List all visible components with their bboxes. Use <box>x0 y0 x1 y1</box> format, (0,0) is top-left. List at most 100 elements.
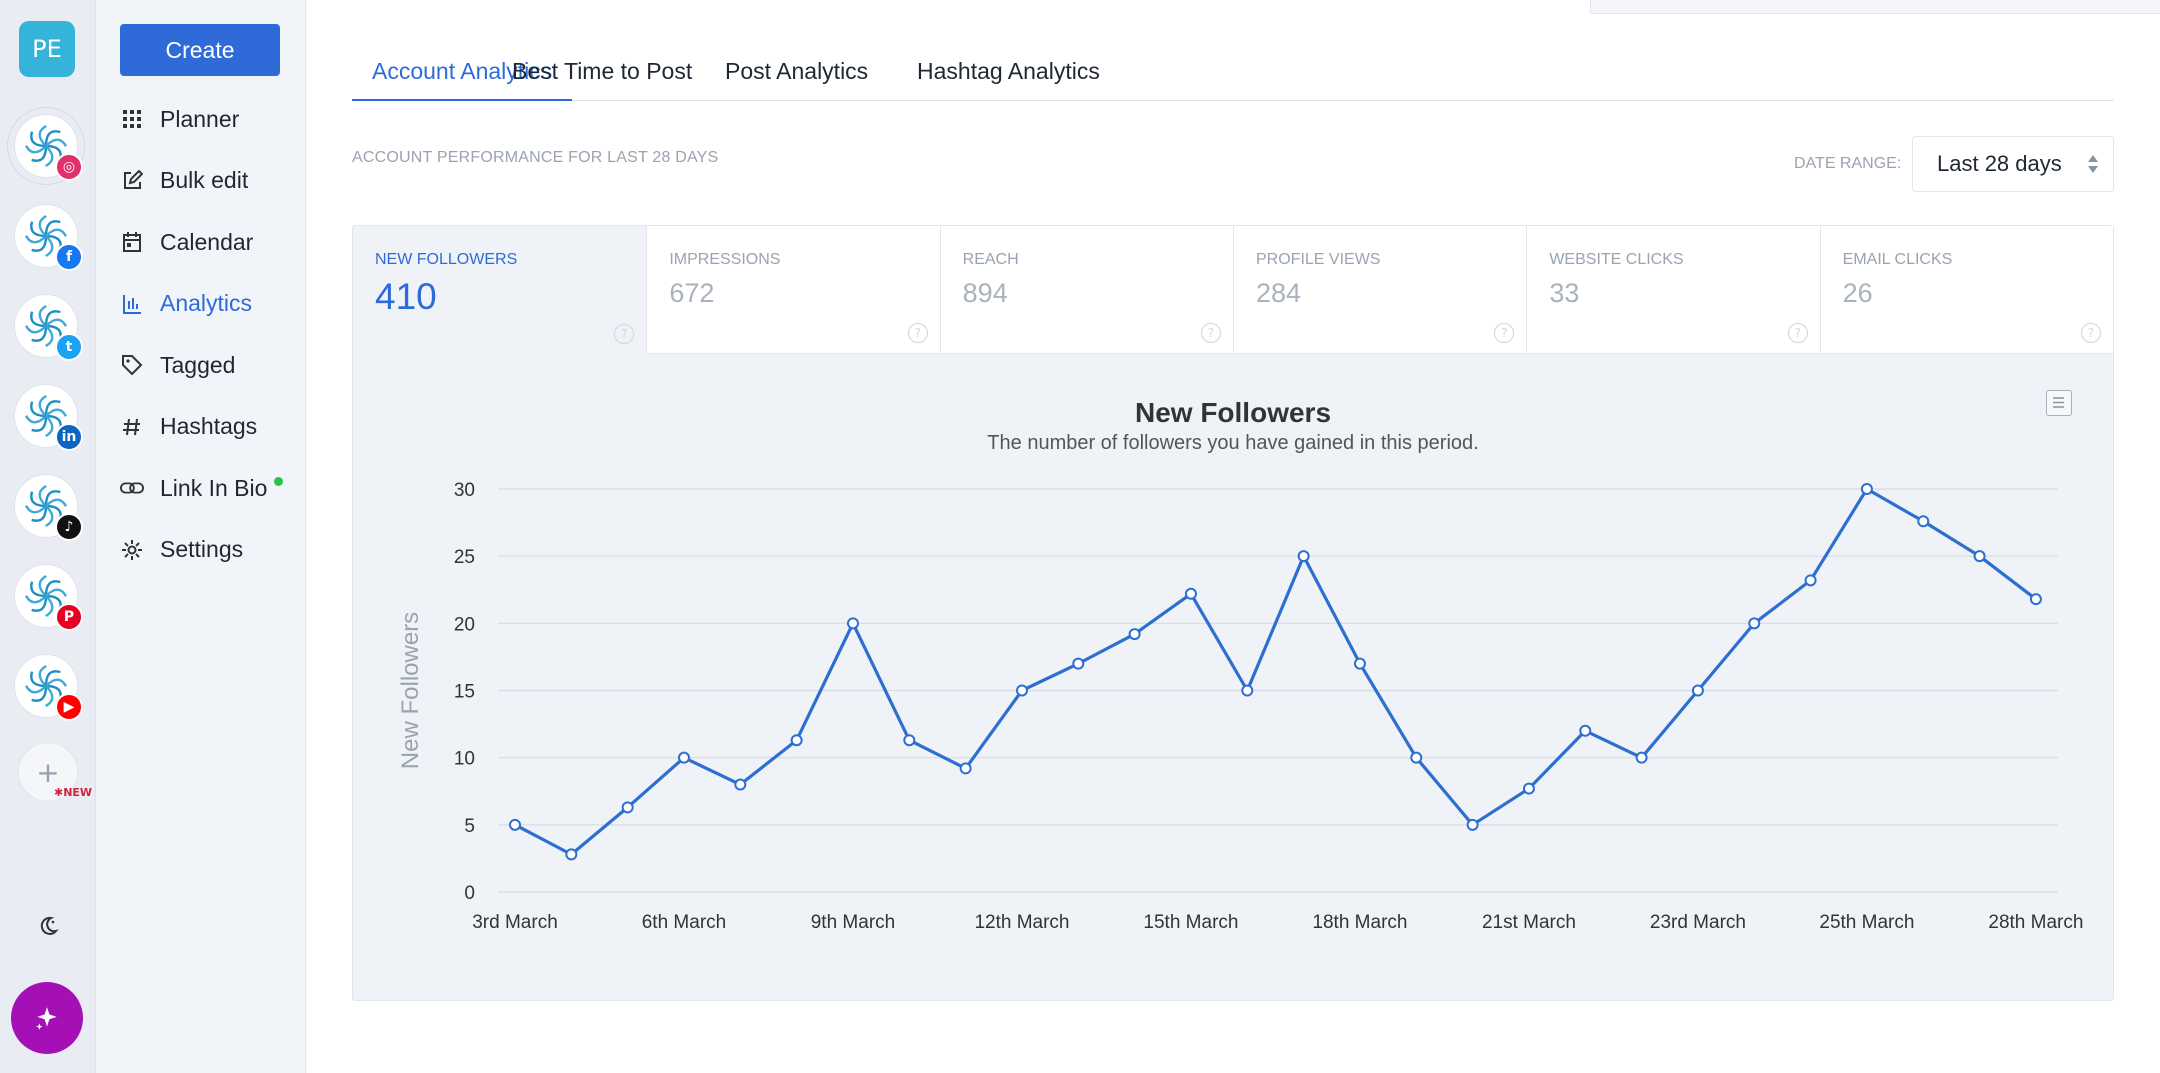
nav-item-settings[interactable]: Settings <box>120 530 243 570</box>
analytics-icon <box>120 292 144 316</box>
help-icon[interactable]: ? <box>1494 323 1515 343</box>
theme-toggle-icon[interactable] <box>34 912 62 940</box>
data-point <box>1241 684 1254 697</box>
tiktok-icon: ♪ <box>55 513 83 541</box>
metric-label: EMAIL CLICKS <box>1842 251 1953 268</box>
hashtag-icon <box>120 415 144 439</box>
account-facebook[interactable]: f <box>14 204 83 271</box>
tab-account-analytics[interactable]: Account Analytics <box>352 52 573 101</box>
data-point <box>1466 818 1479 831</box>
data-point <box>734 778 747 791</box>
y-tick-label: 25 <box>454 547 475 568</box>
y-tick-label: 0 <box>464 883 475 904</box>
brand-swirl-icon <box>24 214 68 258</box>
metric-label: PROFILE VIEWS <box>1256 251 1381 268</box>
account-twitter[interactable]: t <box>14 294 83 361</box>
x-tick-label: 28th March <box>1988 912 2083 933</box>
metric-value: 410 <box>375 276 437 317</box>
metric-value: 26 <box>1842 278 1873 308</box>
ai-assistant-button[interactable] <box>11 982 83 1054</box>
data-point <box>1128 628 1141 641</box>
help-icon[interactable]: ? <box>907 323 928 343</box>
add-account-button[interactable]: + <box>18 742 78 802</box>
data-point <box>790 734 803 747</box>
nav-item-calendar[interactable]: Calendar <box>120 222 253 262</box>
status-dot <box>274 476 284 486</box>
data-point <box>1297 550 1310 563</box>
workspace-avatar[interactable]: PE <box>19 21 75 77</box>
data-point <box>1917 515 1930 528</box>
x-tick-label: 15th March <box>1143 912 1238 933</box>
date-range-select[interactable]: Last 28 days <box>1912 136 2114 192</box>
date-range-label: DATE RANGE: <box>1794 155 1902 172</box>
data-point <box>621 801 634 814</box>
metric-profile-views[interactable]: PROFILE VIEWS 284? <box>1233 226 1527 354</box>
x-tick-label: 25th March <box>1819 912 1914 933</box>
performance-period-label: ACCOUNT PERFORMANCE FOR LAST 28 DAYS <box>352 149 719 166</box>
metric-new-followers[interactable]: NEW FOLLOWERS 410? <box>353 226 646 354</box>
data-point <box>846 617 859 630</box>
tab-hashtag-analytics[interactable]: Hashtag Analytics <box>917 58 1100 84</box>
metric-email-clicks[interactable]: EMAIL CLICKS 26? <box>1819 226 2113 354</box>
data-point <box>1522 782 1535 795</box>
menu-icon <box>2053 397 2064 408</box>
data-point <box>1860 483 1873 495</box>
metric-value: 33 <box>1549 278 1580 308</box>
data-point <box>959 762 972 775</box>
y-tick-label: 30 <box>454 480 475 501</box>
gear-icon <box>120 538 144 562</box>
metric-impressions[interactable]: IMPRESSIONS 672? <box>646 226 940 354</box>
sort-arrows-icon <box>2088 155 2098 173</box>
help-icon[interactable]: ? <box>1787 323 1808 343</box>
x-tick-label: 18th March <box>1312 912 1407 933</box>
account-pinterest[interactable]: P <box>14 564 83 631</box>
data-point <box>903 734 916 747</box>
help-icon[interactable]: ? <box>2080 323 2101 343</box>
account-tiktok[interactable]: ♪ <box>14 474 83 541</box>
facebook-icon: f <box>55 243 83 271</box>
metric-website-clicks[interactable]: WEBSITE CLICKS 33? <box>1526 226 1820 354</box>
account-linkedin[interactable]: in <box>14 384 83 451</box>
date-range-value: Last 28 days <box>1937 151 2062 176</box>
nav-item-bulk-edit[interactable]: Bulk edit <box>120 161 248 201</box>
data-point <box>1410 751 1423 764</box>
y-tick-label: 5 <box>464 816 475 837</box>
x-tick-label: 9th March <box>811 912 895 933</box>
nav-item-planner[interactable]: Planner <box>120 99 239 139</box>
data-point <box>1804 574 1817 587</box>
chart-title: New Followers <box>1134 397 1332 428</box>
metric-reach[interactable]: REACH 894? <box>939 226 1233 354</box>
nav-item-tagged[interactable]: Tagged <box>120 345 235 385</box>
nav-item-label: Settings <box>160 536 244 562</box>
data-point <box>1691 684 1704 697</box>
pinterest-icon: P <box>55 603 83 631</box>
sparkle-icon <box>36 1007 57 1030</box>
nav-item-analytics[interactable]: Analytics <box>120 284 252 324</box>
data-point <box>1015 684 1028 697</box>
series-line <box>514 487 2037 856</box>
new-badge: ✱NEW <box>54 786 93 799</box>
nav-item-hashtags[interactable]: Hashtags <box>120 407 257 447</box>
top-strip <box>1590 0 2160 14</box>
account-instagram[interactable]: ◎ <box>14 114 83 181</box>
data-point <box>509 818 521 831</box>
x-tick-label: 12th March <box>974 912 1069 933</box>
metric-value: 672 <box>669 278 715 308</box>
tab-post-analytics[interactable]: Post Analytics <box>725 58 869 84</box>
help-icon[interactable]: ? <box>614 324 635 344</box>
chart-menu-button[interactable] <box>2046 390 2072 416</box>
data-point <box>1353 657 1366 670</box>
nav-item-link-in-bio[interactable]: Link In Bio <box>120 468 284 508</box>
metric-value: 284 <box>1256 278 1302 308</box>
account-rail: PE ◎ f t in ♪ P ▶ + ✱NEW <box>0 0 96 1073</box>
link-icon <box>120 476 144 500</box>
x-tick-label: 21st March <box>1482 912 1576 933</box>
account-youtube[interactable]: ▶ <box>14 654 83 721</box>
data-point <box>677 751 690 764</box>
create-button[interactable]: Create <box>120 24 280 76</box>
nav-item-label: Tagged <box>160 351 236 378</box>
help-icon[interactable]: ? <box>1200 323 1221 343</box>
tab-best-time-to-post[interactable]: Best Time to Post <box>512 58 693 84</box>
metric-label: REACH <box>962 251 1019 268</box>
